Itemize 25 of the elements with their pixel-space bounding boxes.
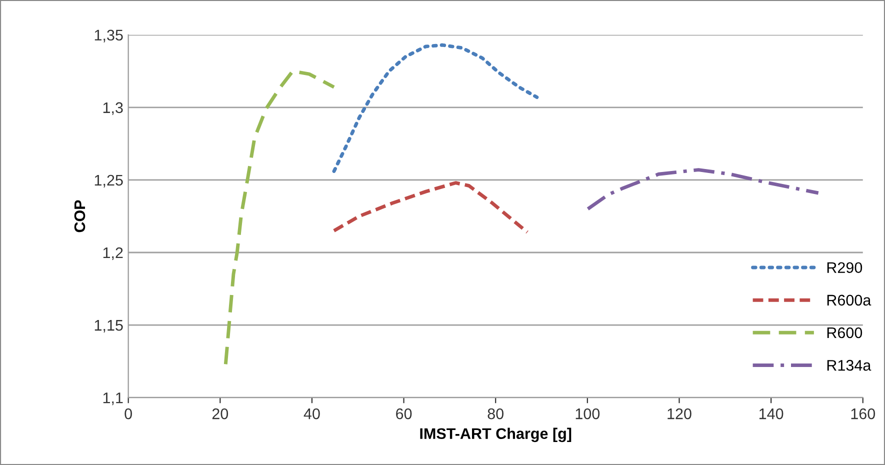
y-tick-label: 1,3 [103, 102, 123, 115]
legend-label: R134a [827, 360, 872, 371]
y-axis-title: COP [74, 200, 86, 232]
x-tick-label: 100 [576, 408, 600, 420]
x-tick-label: 0 [124, 408, 132, 420]
line-series [224, 69, 336, 366]
y-tick-label: 1,35 [94, 30, 123, 42]
line-series [332, 43, 539, 173]
line-series [332, 181, 530, 234]
x-axis-title: IMST-ART Charge [g] [420, 428, 572, 442]
legend-label: R290 [827, 262, 862, 274]
x-tick-label: 80 [488, 408, 504, 420]
y-tick-label: 1,2 [103, 247, 123, 260]
legend-label: R600 [827, 327, 862, 338]
x-tick-label: 40 [304, 408, 320, 420]
x-tick-label: 140 [759, 408, 784, 420]
y-tick-label: 1,15 [94, 320, 123, 333]
legend-label: R600a [827, 294, 872, 306]
x-tick-label: 60 [396, 408, 412, 420]
x-tick-label: 20 [212, 408, 228, 420]
y-tick-label: 1,1 [103, 392, 123, 406]
y-tick-label: 1,25 [94, 174, 123, 188]
x-tick-label: 120 [668, 408, 692, 420]
line-series [586, 168, 820, 211]
x-tick-label: 160 [851, 408, 876, 420]
